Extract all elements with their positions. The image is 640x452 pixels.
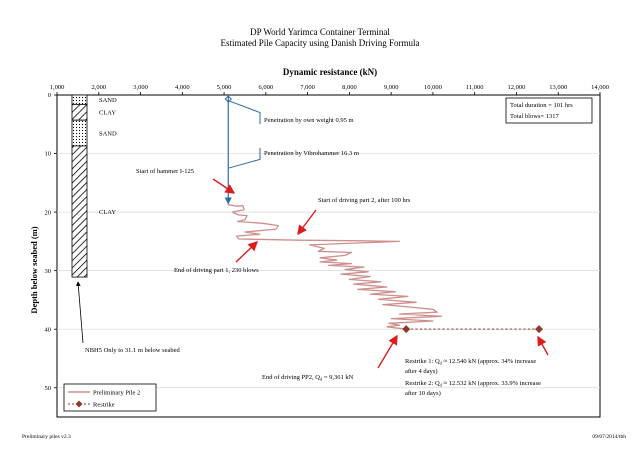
legend-label-pile2: Preliminary Pile 2 bbox=[93, 390, 140, 397]
annotation-penetration-vibro: Penetration by Vibrohammer 16.3 m bbox=[264, 150, 359, 157]
annotation-start-part2: Start of driving part 2, after 100 hrs bbox=[318, 197, 411, 204]
soil-layer-clay bbox=[71, 103, 88, 121]
summary-duration: Total duration = 101 hrs bbox=[510, 102, 573, 109]
x-tick-label: 1,000 bbox=[50, 84, 65, 91]
penetration-weight-bracket bbox=[228, 100, 261, 125]
penetration-start-marker bbox=[224, 95, 232, 103]
x-tick-label: 13,000 bbox=[549, 84, 567, 91]
soil-label: SAND bbox=[99, 97, 117, 104]
x-tick-label: 9,000 bbox=[384, 84, 399, 91]
annotation-penetration-weight: Penetration by own weight 0.95 m bbox=[264, 117, 354, 124]
legend: Preliminary Pile 2 Restrike bbox=[63, 383, 157, 412]
legend-swatch-restrike-marker bbox=[75, 400, 83, 408]
x-tick-label: 12,000 bbox=[508, 84, 526, 91]
x-tick-label: 8,000 bbox=[342, 84, 357, 91]
series-restrike-marker bbox=[535, 325, 544, 334]
x-tick-label: 6,000 bbox=[259, 84, 274, 91]
summary-blows: Total blows= 1317 bbox=[510, 113, 559, 120]
soil-label: CLAY bbox=[99, 110, 116, 117]
annotation-end-part1: End of driving part 1, 230 blows bbox=[174, 267, 259, 274]
x-tick-label: 5,000 bbox=[217, 84, 232, 91]
x-tick-label: 4,000 bbox=[175, 84, 190, 91]
annotation-restrike1: Restrike 1: Qd ≈ 12.540 kN (approx. 34% … bbox=[405, 358, 536, 366]
x-tick-label: 2,000 bbox=[91, 84, 106, 91]
y-tick-label: 0 bbox=[48, 92, 51, 99]
y-tick-label: 20 bbox=[45, 209, 52, 216]
annotation-restrike1-days: after 4 days) bbox=[405, 368, 437, 375]
series-restrike-marker bbox=[402, 325, 411, 334]
borehole-column bbox=[71, 94, 88, 278]
footer-right: 09/07/2014/tbh bbox=[592, 434, 626, 440]
annotation-nbh5: NBH5 Only to 31.1 m below seabed bbox=[85, 347, 181, 354]
arrow-end-pp2 bbox=[377, 334, 398, 369]
arrow-start-part2 bbox=[297, 209, 317, 236]
legend-label-restrike: Restrike bbox=[93, 402, 115, 409]
penetration-vibro-bracket bbox=[228, 147, 261, 169]
x-tick-label: 3,000 bbox=[133, 84, 148, 91]
y-tick-label: 40 bbox=[45, 326, 52, 333]
y-tick-label: 50 bbox=[45, 385, 52, 392]
y-axis-ticks: 0 10 20 30 40 50 bbox=[45, 92, 57, 392]
arrow-nbh5 bbox=[75, 281, 84, 344]
chart-title-line2: Estimated Pile Capacity using Danish Dri… bbox=[220, 38, 420, 48]
x-tick-label: 14,000 bbox=[591, 84, 609, 91]
soil-label: SAND bbox=[99, 130, 117, 137]
y-tick-label: 30 bbox=[45, 268, 52, 275]
summary-box bbox=[505, 97, 593, 124]
annotation-arrows bbox=[75, 178, 549, 369]
arrow-restrike bbox=[537, 335, 549, 356]
footer-left: Preliminary piles v2.3 bbox=[22, 434, 71, 440]
chart-title-line1: DP World Yarimca Container Terminal bbox=[250, 27, 390, 37]
soil-layer-sand bbox=[71, 119, 88, 147]
gridlines bbox=[57, 153, 600, 389]
x-axis-title: Dynamic resistance (kN) bbox=[283, 67, 377, 77]
soil-layer-clay bbox=[71, 145, 88, 278]
plot-area-frame bbox=[56, 94, 601, 418]
y-axis-title: Depth below seabed (m) bbox=[29, 226, 39, 313]
arrow-end-part1 bbox=[235, 241, 259, 263]
annotation-restrike2: Restrike 2: Qd ≈ 12.532 kN (approx. 33.9… bbox=[405, 380, 541, 388]
x-tick-label: 10,000 bbox=[424, 84, 442, 91]
x-tick-label: 11,000 bbox=[466, 84, 484, 91]
y-tick-label: 10 bbox=[45, 151, 52, 158]
x-axis-ticks: 1,000 2,000 3,000 4,000 5,000 6,000 7,000 8,000… bbox=[50, 84, 609, 95]
annotation-restrike2-days: after 10 days) bbox=[405, 390, 441, 397]
soil-label: CLAY bbox=[99, 209, 116, 216]
soil-labels: SAND CLAY SAND CLAY bbox=[99, 97, 117, 216]
series-layer bbox=[224, 95, 544, 334]
series-pile2-line bbox=[227, 203, 442, 330]
soil-layer-sand bbox=[71, 94, 88, 105]
arrow-start-hammer bbox=[212, 178, 236, 194]
annotation-end-pp2: End of driving PP2, Qd = 9,361 kN bbox=[262, 374, 354, 382]
annotation-start-hammer: Start of hammer I-125 bbox=[136, 168, 194, 175]
x-tick-label: 7,000 bbox=[300, 84, 315, 91]
